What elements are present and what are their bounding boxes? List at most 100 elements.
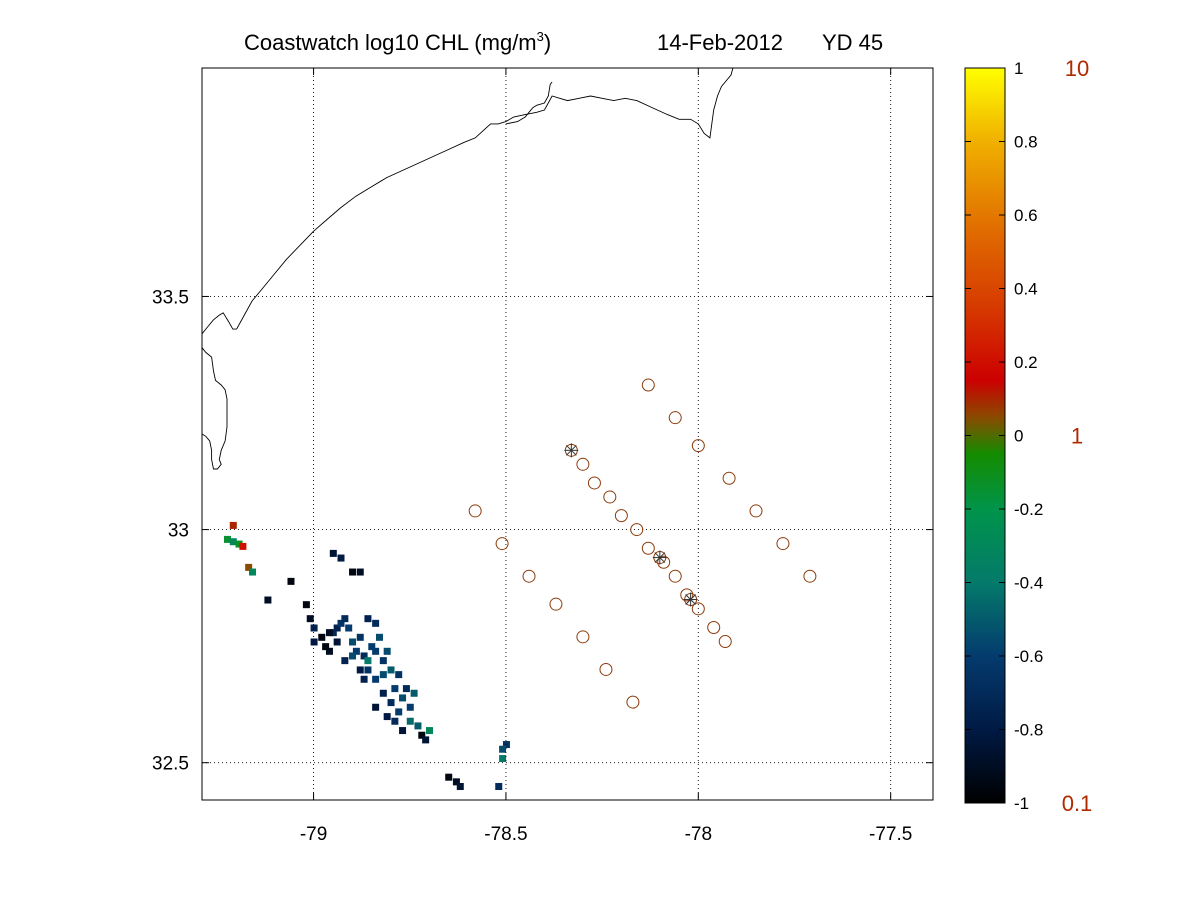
chl-pixel — [422, 736, 430, 744]
station-circle — [603, 490, 617, 504]
chl-pixel — [379, 657, 387, 665]
station-star-d2 — [654, 552, 666, 563]
chl-pixel — [383, 647, 391, 655]
chl-pixel — [322, 643, 330, 651]
chl-pixel — [383, 713, 391, 721]
station-circle — [549, 597, 563, 611]
chl-pixel — [502, 741, 510, 749]
chl-pixel — [387, 666, 395, 674]
station-circle — [614, 509, 628, 523]
chart-date: 14-Feb-2012 — [657, 30, 783, 55]
chart-yearday: YD 45 — [822, 30, 883, 55]
chl-pixel — [418, 731, 426, 739]
y-tick-label: 33 — [168, 521, 189, 542]
station-circle — [722, 471, 736, 485]
chl-pixel — [337, 619, 345, 627]
colorbar-linear-label: 10 — [1065, 56, 1089, 81]
chl-pixel — [399, 694, 407, 702]
chl-pixel — [368, 643, 376, 651]
colorbar-tick-label: 0.2 — [1014, 353, 1038, 372]
chart-title: Coastwatch log10 CHL (mg/m3) — [244, 29, 551, 55]
map-plot-area: -79 -78.5 -78 -77.5 32.5 33 33.5 — [152, 67, 934, 845]
chl-pixel — [356, 568, 364, 576]
chl-pixel — [302, 601, 310, 609]
colorbar-linear-label: 1 — [1071, 424, 1083, 449]
chl-pixel — [356, 666, 364, 674]
chl-pixel — [406, 703, 414, 711]
station-circle — [691, 439, 705, 453]
chl-pixel — [224, 535, 232, 543]
station-circle — [680, 588, 694, 602]
chl-pixel — [452, 778, 460, 786]
chl-pixel — [364, 615, 372, 623]
chl-pixel — [329, 629, 337, 637]
station-circle — [626, 695, 640, 709]
chl-pixel — [499, 745, 507, 753]
station-circle — [691, 602, 705, 616]
chl-pixel — [379, 671, 387, 679]
colorbar-ticks: -1 -0.8 -0.6 -0.4 -0.2 0 0.2 0.4 0.6 0.8 1 10 1 0.1 — [965, 56, 1092, 816]
chl-pixel — [414, 722, 422, 730]
chl-pixel — [372, 647, 380, 655]
coastline-main — [236, 67, 734, 330]
station-markers — [468, 378, 817, 709]
chl-pixel — [235, 540, 243, 548]
station-circle — [641, 541, 655, 555]
colorbar-tick-label: 0.8 — [1014, 133, 1038, 152]
colorbar-tick-label: 0.6 — [1014, 206, 1038, 225]
chl-pixel — [345, 624, 353, 632]
chl-pixel — [372, 619, 380, 627]
station-circle — [668, 569, 682, 583]
x-tick-label: -79 — [300, 824, 327, 845]
station-circle — [776, 537, 790, 551]
chl-pixel — [310, 638, 318, 646]
chl-pixel — [352, 647, 360, 655]
chl-pixel — [372, 675, 380, 683]
station-circle — [803, 569, 817, 583]
colorbar-tick-label: -0.8 — [1014, 721, 1043, 740]
axis-ticks: -79 -78.5 -78 -77.5 32.5 33 33.5 — [152, 68, 933, 845]
station-circle — [630, 523, 644, 537]
chl-pixel — [333, 638, 341, 646]
chl-pixel — [375, 633, 383, 641]
x-tick-label: -77.5 — [869, 824, 912, 845]
chl-pixel — [229, 538, 237, 546]
chl-pixel — [360, 652, 368, 660]
chl-pixel — [406, 717, 414, 725]
colorbar-tick-label: -0.2 — [1014, 500, 1043, 519]
chl-pixel — [425, 727, 433, 735]
x-tick-label: -78 — [685, 824, 712, 845]
station-circle — [657, 555, 671, 569]
chl-pixel — [395, 708, 403, 716]
colorbar-tick-label: 0 — [1014, 427, 1023, 446]
chl-pixel — [364, 657, 372, 665]
chl-pixel — [499, 755, 507, 763]
station-circle — [599, 662, 613, 676]
chl-pixel — [399, 727, 407, 735]
coastline-west-top — [201, 312, 237, 335]
station-circle — [718, 634, 732, 648]
chl-pixel — [341, 657, 349, 665]
coastline-spit — [505, 81, 553, 125]
station-star-d2 — [565, 444, 577, 456]
colorbar-tick-label: 1 — [1014, 59, 1023, 78]
chl-pixel — [372, 703, 380, 711]
chl-pixel — [337, 554, 345, 562]
chl-pixel — [310, 624, 318, 632]
station-circle — [495, 537, 509, 551]
chl-pixel — [341, 615, 349, 623]
y-tick-label: 33.5 — [152, 287, 189, 308]
station-circle — [576, 630, 590, 644]
chl-pixel — [245, 563, 253, 571]
chl-pixel — [391, 685, 399, 693]
chl-pixel — [395, 671, 403, 679]
colorbar-tick-label: -0.4 — [1014, 574, 1043, 593]
station-circle — [749, 504, 763, 518]
chl-pixel — [264, 596, 272, 604]
station-circle — [668, 411, 682, 425]
station-circle — [707, 620, 721, 634]
chl-pixel — [391, 717, 399, 725]
chl-pixel — [333, 624, 341, 632]
station-circle — [468, 504, 482, 518]
